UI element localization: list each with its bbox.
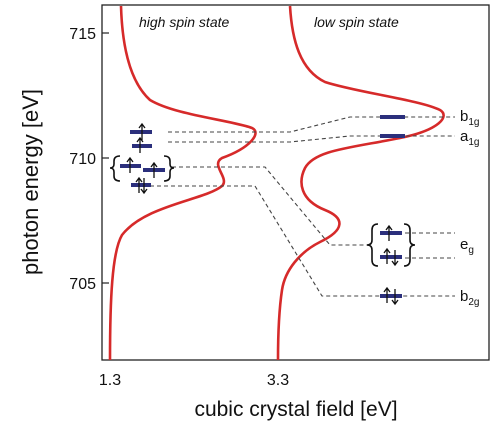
- spin-up-arrow-icon: [385, 224, 393, 241]
- spin-up-arrow-icon: [383, 286, 391, 303]
- spin-up-arrow-icon: [138, 122, 146, 140]
- spin-up-arrow-icon: [135, 176, 143, 193]
- y-tick-label-710: 710: [69, 151, 96, 168]
- left-brace-icon: [366, 223, 379, 267]
- connector-b2g: [150, 185, 455, 297]
- spin-down-arrow-icon: [391, 289, 399, 306]
- connector-eg-high: [172, 166, 372, 246]
- y-tick-label-705: 705: [69, 276, 96, 293]
- high-spin-orbitals: [109, 122, 175, 195]
- spin-up-arrow-icon: [150, 161, 158, 178]
- label-b2g: b2g: [460, 288, 479, 308]
- x-tick-label-3.3: 3.3: [267, 372, 289, 389]
- spin-down-arrow-icon: [140, 178, 148, 195]
- spin-up-arrow-icon: [136, 136, 144, 153]
- low-spin-title: low spin state: [314, 14, 399, 30]
- plot-frame: [101, 4, 490, 361]
- y-axis-title: photon energy [eV]: [18, 89, 43, 275]
- right-brace-icon: [403, 223, 416, 267]
- left-brace-icon: [109, 155, 121, 182]
- label-a1g: a1g: [460, 128, 479, 148]
- label-eg: eg: [460, 236, 474, 256]
- spin-up-arrow-icon: [126, 156, 134, 173]
- label-b1g: b1g: [460, 108, 479, 128]
- spin-up-arrow-icon: [383, 247, 391, 264]
- low-spin-orbitals: [366, 115, 416, 306]
- spin-down-arrow-icon: [391, 250, 399, 267]
- high-spin-spectrum: [108, 5, 257, 361]
- x-axis-title: cubic crystal field [eV]: [194, 398, 397, 421]
- x-tick-label-1.3: 1.3: [99, 372, 121, 389]
- high-spin-title: high spin state: [139, 14, 229, 30]
- connector-a1g: [168, 135, 455, 143]
- right-brace-icon: [163, 155, 175, 182]
- y-tick-label-715: 715: [69, 26, 96, 43]
- low-spin-spectrum: [276, 5, 445, 361]
